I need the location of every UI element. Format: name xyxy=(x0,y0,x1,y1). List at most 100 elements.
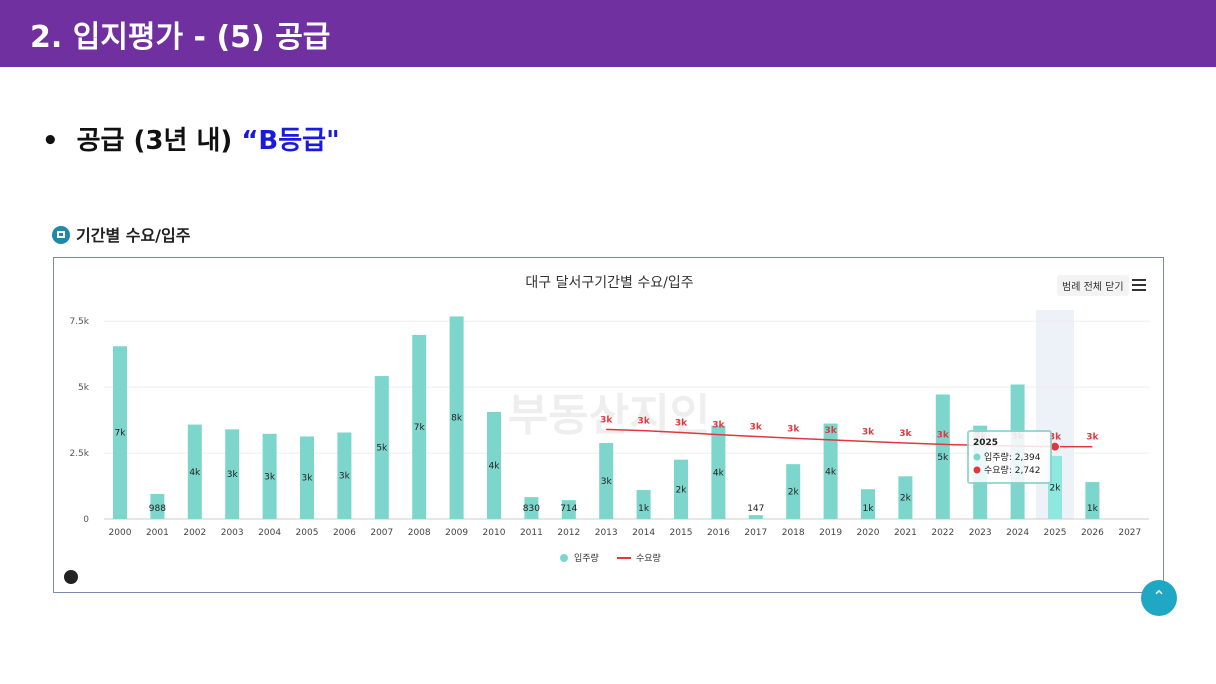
bar-data-label: 7k xyxy=(115,429,127,439)
bar-data-label: 3k xyxy=(601,477,613,487)
demand-data-label: 3k xyxy=(824,426,837,436)
demand-data-label: 3k xyxy=(675,418,688,428)
x-tick-label: 2019 xyxy=(819,528,842,538)
bar xyxy=(898,476,913,519)
bar-data-label: 5k xyxy=(376,444,388,454)
bar xyxy=(262,433,277,519)
bar-data-label: 7k xyxy=(414,423,426,433)
x-tick-label: 2005 xyxy=(296,528,319,538)
x-tick-label: 2025 xyxy=(1044,528,1067,538)
tooltip-bar-marker xyxy=(973,453,981,461)
demand-data-label: 3k xyxy=(1049,433,1062,443)
bar-data-label: 2k xyxy=(676,485,688,495)
home-icon xyxy=(52,226,70,244)
x-tick-label: 2020 xyxy=(857,528,880,538)
chart-title: 대구 달서구기간별 수요/입주 xyxy=(525,275,694,291)
x-tick-label: 2000 xyxy=(109,528,132,538)
demand-data-label: 3k xyxy=(899,429,912,439)
section-title: 기간별 수요/입주 xyxy=(76,226,191,245)
x-tick-label: 2012 xyxy=(557,528,580,538)
demand-data-label: 3k xyxy=(1086,433,1099,443)
bar xyxy=(861,489,875,519)
legend-close-button[interactable]: 범례 전체 닫기 xyxy=(1057,275,1129,296)
x-tick-label: 2002 xyxy=(183,528,206,538)
section-header: 기간별 수요/입주 xyxy=(52,222,190,246)
x-tick-label: 2004 xyxy=(258,528,281,538)
chart-container: 대구 달서구기간별 수요/입주 범례 전체 닫기 부동산지인 0 2.5k 5k 7.5… xyxy=(53,257,1164,593)
x-tick-label: 2026 xyxy=(1081,528,1104,538)
x-tick-label: 2024 xyxy=(1006,528,1029,538)
bar xyxy=(561,500,576,519)
x-tick-label: 2014 xyxy=(632,528,655,538)
x-tick-label: 2013 xyxy=(595,528,618,538)
tooltip-line-marker xyxy=(973,466,981,474)
tooltip-row: 수요량: 2,742 xyxy=(984,464,1041,476)
tooltip-box xyxy=(967,430,1052,484)
bar-data-label: 3k xyxy=(339,472,351,482)
bar xyxy=(636,489,651,519)
bar xyxy=(187,424,202,519)
x-tick-label: 2015 xyxy=(670,528,693,538)
bar xyxy=(599,443,614,519)
bar-data-label: 4k xyxy=(713,468,725,478)
bar xyxy=(300,436,314,519)
demand-data-label: 3k xyxy=(712,421,725,431)
x-tick-label: 2001 xyxy=(146,528,169,538)
bar-data-label: 714 xyxy=(560,504,577,514)
bullet-dot: • xyxy=(42,126,59,156)
bar-data-label: 4k xyxy=(189,468,201,478)
x-tick-label: 2022 xyxy=(931,528,954,538)
x-tick-label: 2021 xyxy=(894,528,917,538)
slide-header: 2. 입지평가 - (5) 공급 xyxy=(0,0,1216,67)
bar-data-label: 147 xyxy=(747,504,764,514)
site-logo-icon xyxy=(64,570,78,584)
y-tick-label: 2.5k xyxy=(69,449,89,459)
y-tick-label: 5k xyxy=(78,383,90,393)
bar xyxy=(748,515,763,519)
grade-text: “B등급" xyxy=(241,126,340,156)
bullet-text: 공급 (3년 내) xyxy=(76,126,242,156)
x-tick-label: 2027 xyxy=(1118,528,1141,538)
bar xyxy=(711,425,726,519)
bar xyxy=(374,376,389,519)
x-tick-label: 2010 xyxy=(483,528,506,538)
legend-bar-marker xyxy=(560,554,568,562)
bar-data-label: 2k xyxy=(1050,483,1062,493)
x-tick-label: 2008 xyxy=(408,528,431,538)
x-tick-label: 2017 xyxy=(744,528,767,538)
x-tick-label: 2003 xyxy=(221,528,244,538)
bar xyxy=(1085,482,1100,519)
x-tick-label: 2007 xyxy=(370,528,393,538)
bar xyxy=(935,394,950,519)
bar-data-label: 3k xyxy=(264,472,276,482)
bar-data-label: 4k xyxy=(489,461,501,471)
bar xyxy=(150,493,165,519)
x-tick-label: 2016 xyxy=(707,528,730,538)
bar xyxy=(113,346,127,519)
x-tick-label: 2006 xyxy=(333,528,356,538)
x-tick-label: 2018 xyxy=(782,528,805,538)
bar-data-label: 1k xyxy=(1087,504,1099,514)
tooltip-category: 2025 xyxy=(973,438,998,448)
bar-data-label: 988 xyxy=(149,504,166,514)
bar-data-label: 3k xyxy=(302,474,314,484)
bar xyxy=(487,411,501,519)
x-tick-label: 2009 xyxy=(445,528,468,538)
slide-title: 2. 입지평가 - (5) 공급 xyxy=(30,20,331,55)
demand-data-label: 3k xyxy=(862,427,875,437)
demand-data-label: 3k xyxy=(637,417,650,427)
scroll-top-button[interactable]: ⌃ xyxy=(1141,580,1177,616)
bar xyxy=(674,459,688,519)
tooltip-row: 입주량: 2,394 xyxy=(984,451,1041,463)
y-tick-label: 7.5k xyxy=(69,317,89,327)
bullet-line: • 공급 (3년 내) “B등급" xyxy=(42,120,340,157)
demand-data-label: 3k xyxy=(600,415,613,425)
hamburger-menu-icon[interactable] xyxy=(1132,279,1146,291)
bar-data-label: 1k xyxy=(638,504,650,514)
bar-data-label: 5k xyxy=(937,453,949,463)
bar xyxy=(786,464,801,519)
bar-data-label: 4k xyxy=(825,467,837,477)
demand-data-label: 3k xyxy=(787,424,800,434)
bar-data-label: 2k xyxy=(900,494,912,504)
